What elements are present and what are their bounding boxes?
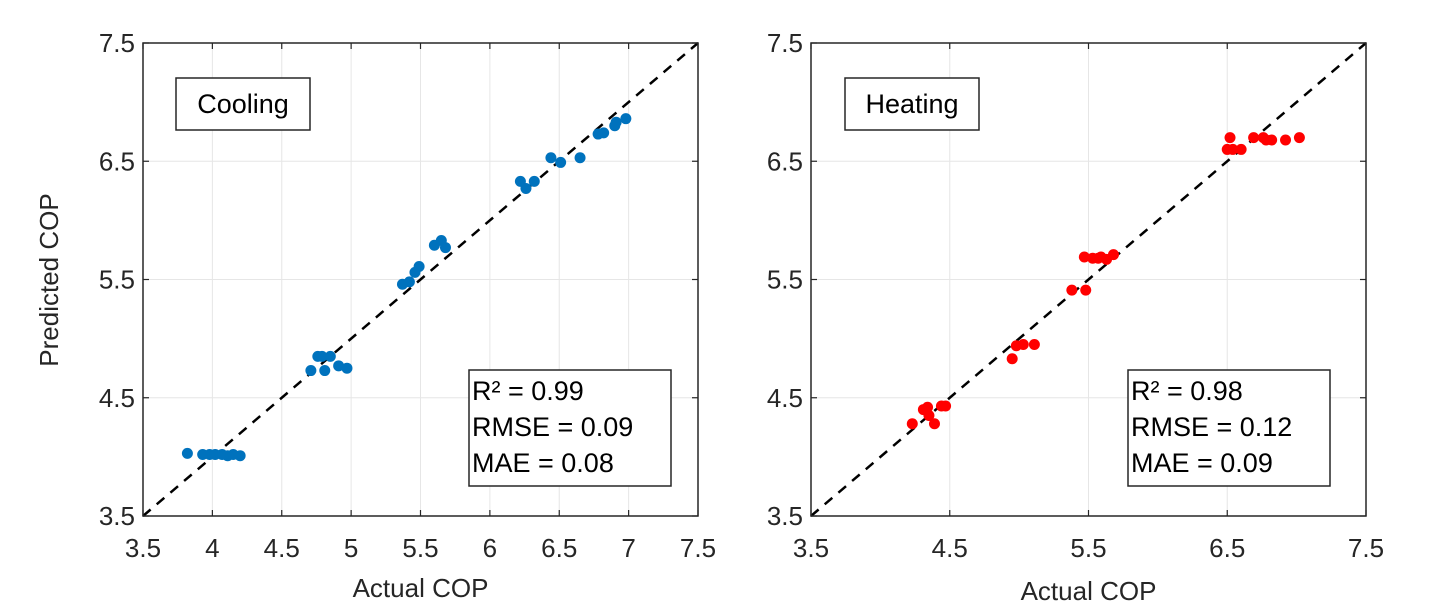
cooling-data-point	[528, 175, 540, 187]
cooling-data-point	[439, 242, 451, 254]
cooling-rmse: RMSE = 0.09	[472, 412, 633, 442]
cooling-y-tick-label: 5.5	[99, 265, 135, 295]
heating-data-point	[1006, 353, 1018, 365]
cooling-reference-line	[142, 42, 699, 517]
cooling-data-point	[324, 350, 336, 362]
cooling-stats-box: R² = 0.99 RMSE = 0.09 MAE = 0.08	[468, 369, 672, 487]
heating-data-point	[1028, 339, 1040, 351]
cooling-x-tick-label: 3.5	[125, 533, 161, 563]
heating-data-point	[1224, 132, 1236, 144]
cooling-data-point	[574, 152, 586, 164]
cooling-data-point	[316, 350, 328, 362]
heating-data-point	[1078, 251, 1090, 263]
cooling-data-point	[234, 450, 246, 462]
heating-data-point	[906, 418, 918, 430]
cooling-x-tick-label: 7.5	[680, 533, 716, 563]
cooling-label-box: Cooling	[175, 77, 311, 131]
heating-x-tick-label: 3.5	[793, 533, 829, 563]
cooling-label: Cooling	[197, 89, 289, 119]
cooling-x-tick-labels: 3.5 4 4.5 5 5.5 6 6.5 7 7.5	[125, 533, 716, 563]
heating-data-point	[1080, 284, 1092, 296]
heating-data-point	[940, 400, 952, 412]
cooling-data-point	[341, 362, 353, 374]
heating-data-point	[1066, 284, 1078, 296]
heating-x-tick-label: 4.5	[932, 533, 968, 563]
cooling-y-tick-labels: 3.5 4.5 5.5 6.5 7.5	[99, 28, 135, 531]
heating-data-point	[1017, 339, 1029, 351]
cooling-data-point	[598, 127, 610, 139]
heating-x-axis-title: Actual COP	[1021, 576, 1157, 606]
cooling-x-tick-label: 4.5	[264, 533, 300, 563]
heating-y-tick-label: 5.5	[767, 265, 803, 295]
cooling-data-point	[545, 152, 557, 164]
cooling-mae: MAE = 0.08	[472, 448, 614, 478]
cooling-x-tick-label: 6.5	[541, 533, 577, 563]
cooling-x-axis-title: Actual COP	[353, 573, 489, 603]
cooling-y-tick-label: 7.5	[99, 28, 135, 58]
cooling-x-tick-label: 5.5	[402, 533, 438, 563]
cooling-ticks	[142, 42, 699, 517]
heating-data-point	[1227, 143, 1239, 155]
cooling-data-point	[305, 365, 317, 377]
heating-label: Heating	[865, 89, 958, 119]
heating-data-point	[1248, 132, 1260, 144]
cooling-r2: R² = 0.99	[472, 376, 584, 406]
heating-ticks	[810, 42, 1367, 517]
heating-data-point	[1235, 143, 1247, 155]
heating-x-tick-label: 7.5	[1348, 533, 1384, 563]
heating-x-tick-label: 5.5	[1070, 533, 1106, 563]
heating-data-point	[1293, 132, 1305, 144]
heating-data-point	[1280, 134, 1292, 146]
cooling-points	[181, 113, 632, 462]
cooling-data-point	[333, 360, 345, 372]
cooling-data-point	[520, 182, 532, 194]
heating-reference-line	[810, 42, 1367, 517]
cooling-panel: 3.5 4 4.5 5 5.5 6 6.5 7 7.5 3.5 4.5 5.5 6.5 7.5 Actu…	[34, 28, 716, 603]
cooling-data-point	[319, 365, 331, 377]
heating-data-point	[1266, 134, 1278, 146]
cooling-data-point	[403, 276, 415, 288]
heating-y-tick-label: 3.5	[767, 501, 803, 531]
cooling-x-tick-label: 6	[483, 533, 497, 563]
heating-data-point	[923, 409, 935, 421]
heating-x-tick-label: 6.5	[1209, 533, 1245, 563]
cooling-data-point	[413, 260, 425, 272]
cooling-y-tick-label: 3.5	[99, 501, 135, 531]
heating-stats-box: R² = 0.98 RMSE = 0.12 MAE = 0.09	[1127, 369, 1331, 487]
heating-label-box: Heating	[844, 77, 980, 131]
cooling-y-tick-label: 4.5	[99, 383, 135, 413]
heating-rmse: RMSE = 0.12	[1131, 412, 1292, 442]
heating-data-point	[928, 418, 940, 430]
heating-panel: 3.5 4.5 5.5 6.5 7.5 3.5 4.5 5.5 6.5 7.5 Actual C…	[767, 28, 1384, 606]
heating-points	[906, 132, 1305, 430]
heating-y-tick-label: 4.5	[767, 383, 803, 413]
cooling-x-tick-label: 4	[205, 533, 219, 563]
heating-mae: MAE = 0.09	[1131, 448, 1273, 478]
heating-x-tick-labels: 3.5 4.5 5.5 6.5 7.5	[793, 533, 1384, 563]
cooling-x-tick-label: 5	[344, 533, 358, 563]
cooling-data-point	[181, 447, 193, 459]
cooling-y-axis-title: Predicted COP	[34, 193, 64, 366]
heating-y-tick-label: 6.5	[767, 146, 803, 176]
cooling-y-tick-label: 6.5	[99, 146, 135, 176]
cooling-data-point	[610, 116, 622, 128]
heating-data-point	[922, 401, 934, 413]
heating-y-tick-label: 7.5	[767, 28, 803, 58]
heating-y-tick-labels: 3.5 4.5 5.5 6.5 7.5	[767, 28, 803, 531]
cooling-data-point	[620, 113, 632, 125]
heating-r2: R² = 0.98	[1131, 376, 1243, 406]
cooling-x-tick-label: 7	[621, 533, 635, 563]
cooling-data-point	[555, 156, 567, 168]
heating-data-point	[1107, 249, 1119, 261]
